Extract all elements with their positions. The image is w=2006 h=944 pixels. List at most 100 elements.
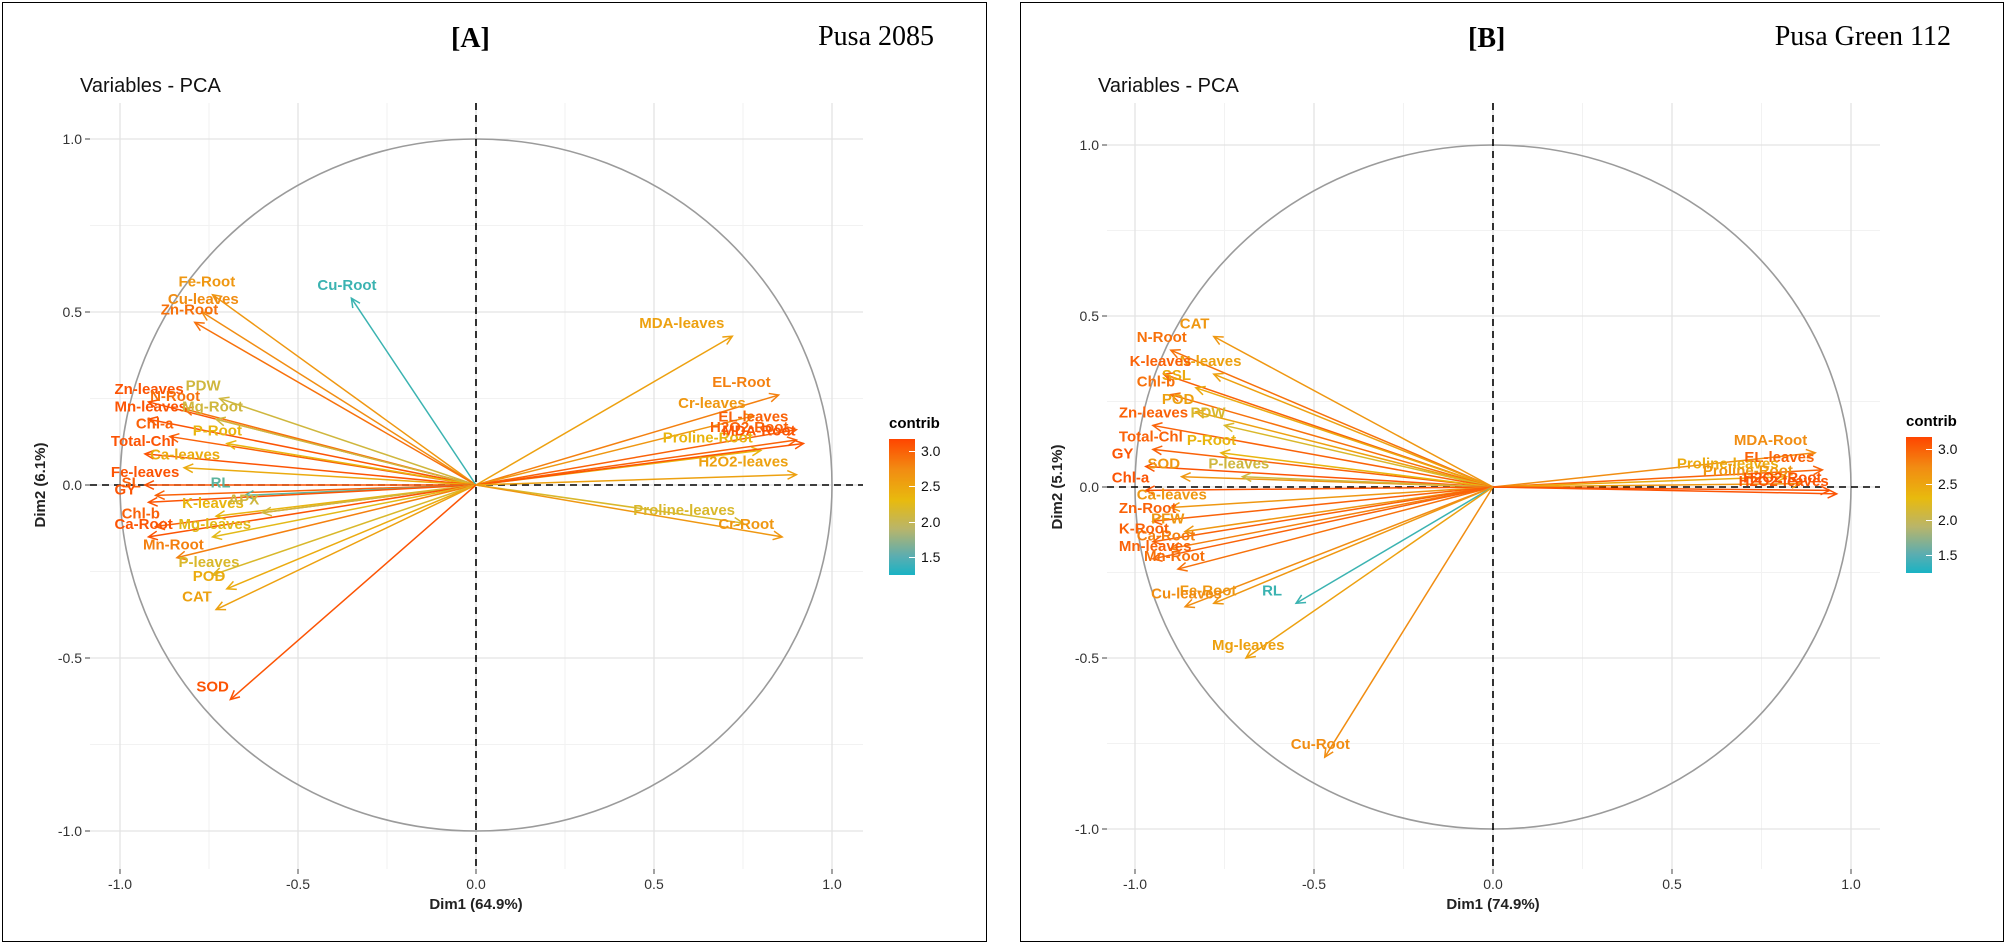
variable-label: P-Root — [193, 422, 242, 439]
variable-label: GY — [1112, 445, 1134, 462]
arrow-gy — [146, 484, 477, 507]
variable-label: P-Root — [1187, 432, 1236, 449]
y-tick-label: 1.0 — [63, 131, 83, 147]
variable-label: GY — [114, 481, 136, 498]
panel-b: [B] Pusa Green 112 Variables - PCA -1.0-… — [1020, 2, 2004, 942]
variable-label: MDA-leaves — [639, 315, 724, 332]
x-tick-label: 0.5 — [1662, 876, 1682, 892]
variable-arrows — [1144, 335, 1839, 759]
variable-label: SOD — [196, 679, 229, 696]
arrow-el-leaves — [475, 426, 799, 486]
variable-label: Mg-leaves — [1212, 637, 1285, 654]
legend-colorbar — [889, 439, 915, 575]
y-tick-label: -1.0 — [1075, 821, 1099, 837]
variable-label: Proline-leaves — [633, 502, 735, 519]
variable-label: EL-Root — [712, 374, 770, 391]
y-tick-label: 1.0 — [1080, 137, 1100, 153]
variable-label: PDW — [1191, 404, 1227, 421]
arrow-sod — [229, 484, 477, 701]
arrow-ca-leaves — [1169, 486, 1494, 512]
x-tick-label: 0.0 — [466, 876, 486, 892]
legend-tick: 3.0 — [921, 443, 941, 459]
variable-label: Ca-leaves — [150, 447, 220, 464]
variable-label: SOD — [1148, 456, 1181, 473]
arrow-total-chl — [1151, 445, 1494, 488]
arrow-pfw — [1183, 486, 1494, 536]
y-tick-label: -1.0 — [58, 823, 82, 839]
variable-label: Zn-Root — [161, 301, 218, 318]
arrow-p-root — [1219, 448, 1494, 488]
variable-label: P-leaves — [1208, 456, 1269, 473]
legend-colorbar — [1906, 437, 1932, 573]
variable-label: K-Root — [1119, 521, 1169, 538]
variable-labels: CATN-RootN-leavesK-leavesSSLChl-bPODPDWZ… — [1112, 316, 1829, 754]
arrow-ca-root — [1169, 486, 1494, 552]
variable-label: Fe-leaves — [111, 464, 179, 481]
legend-tick: 2.5 — [1938, 476, 1958, 492]
arrow-cu-root — [350, 296, 477, 486]
arrow-cu-leaves — [200, 311, 477, 486]
x-tick-label: -1.0 — [108, 876, 132, 892]
y-tick-label: 0.0 — [1080, 479, 1100, 495]
variable-label: Chl-a — [1112, 469, 1150, 486]
legend-tick: 1.5 — [1938, 547, 1958, 563]
arrow-fe-root — [1212, 486, 1494, 605]
arrow-p-leaves — [1240, 472, 1494, 488]
arrow-mn-leaves — [1151, 486, 1494, 562]
panel-label: [B] — [1468, 23, 1506, 54]
variable-label: Ca-Root — [114, 516, 172, 533]
variable-label: Proline-leaves — [1677, 456, 1779, 473]
variable-label: CAT — [182, 589, 212, 606]
variable-label: Mn-Root — [1144, 548, 1205, 565]
variable-labels: Fe-RootCu-leavesZn-RootCu-RootZn-leavesM… — [111, 274, 796, 696]
y-tick-label: 0.0 — [63, 477, 83, 493]
arrow-ca-root — [146, 484, 477, 541]
arrow-pdw — [218, 396, 477, 486]
arrow-mn-root — [1176, 486, 1494, 572]
arrow-proline-leaves — [1492, 472, 1789, 488]
legend-tick: 2.0 — [921, 514, 941, 530]
arrow-cr-leaves — [475, 413, 756, 486]
variable-label: Mn-leaves — [114, 398, 187, 415]
arrow-fe-leaves — [143, 479, 476, 491]
plot-title: Variables - PCA — [1098, 75, 1239, 97]
variable-label: Chl-a — [136, 416, 174, 433]
pca-plot-b: -1.0 -0.5 0.0 0.5 1.0 1.0 0.5 0.0 -0.5 -1.0 Dim1 (… — [1049, 103, 1880, 913]
arrow-cr-root — [475, 484, 784, 541]
variable-label: Fe-Root — [1180, 582, 1237, 599]
arrow-cu-leaves — [1183, 486, 1494, 609]
variable-label: Ca-leaves — [1137, 487, 1207, 504]
variable-label: Mg-Root — [182, 398, 243, 415]
arrow-n-root — [1169, 348, 1494, 488]
variable-label: RL — [211, 474, 231, 491]
variable-label: PDW — [186, 378, 222, 395]
variable-label: SL — [122, 474, 141, 491]
variable-label: Zn-Root — [1119, 500, 1176, 517]
variable-label: Cu-leaves — [1151, 586, 1222, 603]
legend-tick: 3.0 — [1938, 441, 1958, 457]
arrow-mn-root — [175, 484, 477, 561]
arrow-chl-b — [1169, 392, 1494, 488]
arrow-p-root — [225, 439, 477, 486]
variable-label: K-leaves — [182, 495, 244, 512]
x-tick-label: -1.0 — [1123, 876, 1147, 892]
variable-label: H2O2-Root — [710, 419, 788, 436]
x-axis-label: Dim1 (64.9%) — [429, 896, 522, 913]
x-tick-label: 1.0 — [1841, 876, 1861, 892]
variable-label: MDA-Root — [1734, 432, 1807, 449]
arrow-gy — [1144, 461, 1494, 488]
arrow-ca-leaves — [182, 463, 477, 486]
x-axis-label: Dim1 (74.9%) — [1446, 896, 1539, 913]
variable-label: POD — [193, 568, 226, 585]
variable-label: Chl-b — [1137, 374, 1175, 391]
variable-label: Chl-b — [122, 506, 160, 523]
legend: contrib 3.0 2.5 2.0 1.5 — [889, 415, 969, 585]
arrow-chl-a — [1144, 485, 1494, 496]
variable-label: MDA-Root — [722, 422, 795, 439]
arrow-zn-leaves — [1151, 422, 1494, 488]
variable-label: Zn-leaves — [1119, 404, 1188, 421]
variable-label: Zn-leaves — [114, 381, 183, 398]
arrow-mda-root — [475, 439, 806, 486]
variable-label: Cu-Root — [317, 277, 376, 294]
variable-label: Cr-leaves — [678, 395, 746, 412]
